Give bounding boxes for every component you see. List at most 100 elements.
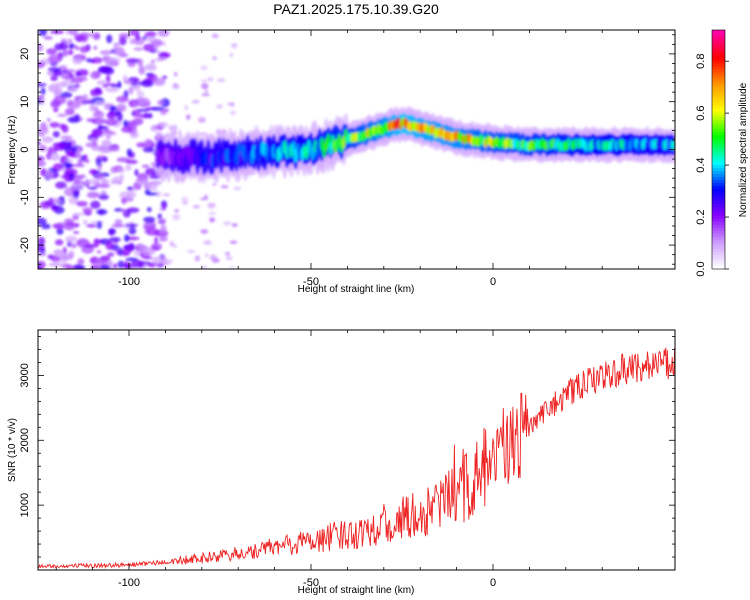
spectrogram-noise-blob [82, 207, 93, 214]
spectrogram-noise-blob [158, 121, 169, 128]
spectrogram-noise-blob [103, 67, 115, 75]
spectrogram-noise-blob [125, 223, 139, 228]
spectrogram-noise-blob [65, 69, 76, 73]
spectrogram-noise-blob [126, 186, 133, 191]
spectrogram-noise-blob [102, 84, 109, 89]
colorbar-step [712, 206, 725, 210]
colorbar-step [712, 98, 725, 103]
spectrogram-noise-blob [46, 169, 54, 179]
colorbar-step [712, 146, 725, 151]
spectrogram-noise-blob [168, 124, 174, 131]
colorbar-step [712, 50, 725, 55]
spectrogram-noise-blob [144, 31, 157, 38]
colorbar-step [712, 242, 725, 246]
spectrogram-noise-blob [200, 229, 209, 234]
spectrogram-noise-blob [52, 130, 60, 138]
spectrogram-noise-blob [87, 181, 98, 185]
snr-x-ticks: -100 -50 0 [55, 330, 676, 589]
colorbar-step [712, 65, 725, 70]
spectrogram-noise-blob [151, 106, 165, 111]
spectrogram-noise-blob [39, 201, 52, 209]
spectrogram-noise-blob [71, 163, 86, 168]
spectrogram-noise-blob [101, 156, 108, 163]
colorbar-step [712, 119, 725, 124]
spectrogram-noise-blob [158, 56, 168, 61]
spectrogram-noise-blob [88, 186, 98, 190]
spectrogram-noise-blob [107, 252, 115, 257]
spectrogram-noise-blob [203, 240, 212, 246]
spectrogram-noise-blob [144, 36, 158, 42]
spectrogram-noise-blob [121, 198, 127, 205]
spectrogram-noise-blob [125, 164, 132, 171]
spectrogram-noise-blob [123, 90, 129, 98]
colorbar-step [712, 47, 725, 52]
x-tick-label: -100 [118, 577, 140, 589]
spectrogram-noise-blob [123, 234, 130, 243]
spectrogram-noise-blob [225, 221, 229, 226]
spectrogram-noise-blob [199, 197, 209, 201]
spectrogram-noise-blob [194, 255, 201, 262]
spectrogram-noise-blob [152, 256, 162, 265]
spectrogram-noise-blob [54, 82, 68, 88]
spectrogram-noise-blob [48, 54, 62, 64]
colorbar-step [712, 173, 725, 177]
spectrogram-noise-blob [49, 122, 60, 128]
spectrogram-noise-blob [65, 265, 76, 269]
spectrogram-noise-blob [197, 116, 206, 123]
colorbar-step [712, 161, 725, 166]
snr-y-axis-title: SNR (10 * v/v) [7, 418, 18, 482]
spectrogram-noise-blob [38, 141, 42, 145]
spectrogram-noise-blob [64, 218, 74, 226]
spectrogram-noise-blob [123, 262, 132, 269]
spectrogram-noise-blob [76, 200, 88, 207]
colorbar-step [712, 221, 725, 225]
colorbar-step [712, 230, 725, 234]
colorbar-step [712, 92, 725, 97]
spectrogram-noise-blob [38, 217, 47, 226]
spectrogram-noise-blob [93, 101, 107, 106]
spectrogram-noise-blob [172, 244, 177, 248]
spectrogram-noise-blob [52, 163, 63, 171]
spectrogram-noise-blob [130, 260, 145, 268]
spectrogram-noise-blob [82, 94, 89, 101]
colorbar-tick-label: 0.6 [695, 105, 707, 120]
spectrogram-noise-blob [131, 78, 140, 82]
colorbar-tick-label: 0.0 [695, 261, 707, 276]
spectrogram-noise-blob [78, 174, 86, 179]
colorbar-step [712, 86, 725, 91]
spectrogram-noise-blob [72, 57, 83, 65]
spectrogram-noise-blob [184, 104, 189, 111]
spectrogram-noise-blob [40, 223, 51, 230]
snr-panel: -100 -50 0 1000 2000 3000 Height of straight… [7, 329, 676, 596]
colorbar-step [712, 233, 725, 237]
spectrogram-noise-blob [147, 112, 153, 119]
spectrogram-noise-blob [185, 114, 191, 120]
spectrogram-noise-blob [38, 243, 46, 252]
spectrogram-noise-blob [229, 52, 234, 57]
y-tick-label: 0 [19, 146, 31, 152]
colorbar-step [712, 116, 725, 121]
spectrogram-noise-blob [77, 258, 85, 265]
colorbar-step [712, 41, 725, 46]
spectrogram-noise-blob [60, 253, 74, 261]
spectrogram-noise-blob [201, 93, 210, 97]
spectrogram-noise-blob [98, 194, 109, 201]
spectrogram-noise-blob [38, 43, 44, 52]
spectrogram-noise-blob [174, 209, 180, 213]
spectrogram-noise-blob [201, 79, 207, 83]
colorbar-step [712, 188, 725, 192]
spectrogram-noise-blob [111, 223, 125, 228]
colorbar-title: Normalized spectral amplitude [738, 82, 749, 217]
spectrogram-noise-blob [48, 262, 63, 267]
spectrogram-noise-blob [39, 122, 47, 131]
spectrogram-noise-blob [207, 76, 214, 82]
spectrogram-noise-blob [65, 235, 78, 243]
colorbar-step [712, 101, 725, 106]
spectrogram-noise-blob [207, 202, 216, 209]
spectrogram-noise-blob [135, 84, 141, 92]
colorbar-step [712, 209, 725, 213]
spectrogram-noise-blob [161, 202, 167, 211]
colorbar-step [712, 191, 725, 195]
